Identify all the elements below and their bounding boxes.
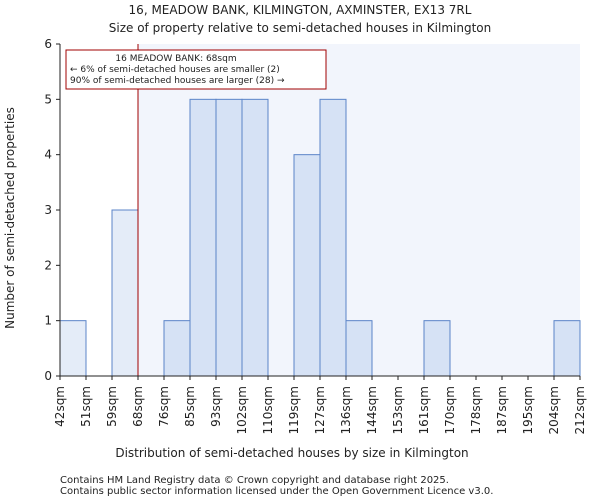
- x-tick-label: 178sqm: [469, 386, 483, 434]
- bar-85sqm: [189, 98, 217, 377]
- x-tick-label: 195sqm: [521, 386, 535, 434]
- x-tick-label: 51sqm: [79, 386, 93, 427]
- bar-127sqm: [319, 98, 347, 377]
- bar-93sqm: [215, 98, 243, 377]
- x-tick-label: 85sqm: [183, 386, 197, 427]
- bar-76sqm: [163, 320, 191, 377]
- bar-59sqm: [111, 209, 139, 377]
- x-tick-label: 212sqm: [573, 386, 587, 434]
- bar-42sqm: [59, 320, 87, 377]
- bar-161sqm: [423, 320, 451, 377]
- x-tick-label: 170sqm: [443, 386, 457, 434]
- chart-subtitle: Size of property relative to semi-detach…: [109, 21, 491, 35]
- x-tick-label: 136sqm: [339, 386, 353, 434]
- x-tick-label: 187sqm: [495, 386, 509, 434]
- x-tick-label: 127sqm: [313, 386, 327, 434]
- y-axis: 0 1 2 3 4 5 6: [44, 37, 60, 383]
- x-tick-label: 59sqm: [105, 386, 119, 427]
- x-tick-label: 102sqm: [235, 386, 249, 434]
- x-axis: 42sqm 51sqm 59sqm 68sqm 76sqm 85sqm 93sqm 102sq…: [53, 376, 587, 434]
- x-tick-label: 76sqm: [157, 386, 171, 427]
- annotation-line-3: 90% of semi-detached houses are larger (…: [70, 76, 285, 86]
- x-tick-label: 93sqm: [209, 386, 223, 427]
- footer-line-2: Contains public sector information licen…: [60, 486, 493, 497]
- x-tick-label: 204sqm: [547, 386, 561, 434]
- y-tick-label: 0: [44, 369, 52, 383]
- x-tick-label: 153sqm: [391, 386, 405, 434]
- annotation-line-2: ← 6% of semi-detached houses are smaller…: [70, 65, 280, 75]
- chart-title: 16, MEADOW BANK, KILMINGTON, AXMINSTER, …: [129, 3, 472, 17]
- x-tick-label: 161sqm: [417, 386, 431, 434]
- annotation-box: 16 MEADOW BANK: 68sqm ← 6% of semi-detac…: [65, 49, 327, 90]
- x-tick-label: 68sqm: [131, 386, 145, 427]
- x-tick-label: 144sqm: [365, 386, 379, 434]
- bar-136sqm: [345, 320, 373, 377]
- y-tick-label: 5: [44, 92, 52, 106]
- y-tick-label: 1: [44, 314, 52, 328]
- y-axis-label: Number of semi-detached properties: [3, 107, 17, 329]
- y-tick-label: 4: [44, 148, 52, 162]
- x-tick-label: 42sqm: [53, 386, 67, 427]
- footer-line-1: Contains HM Land Registry data © Crown c…: [60, 475, 449, 486]
- bar-102sqm: [241, 98, 269, 377]
- y-tick-label: 6: [44, 37, 52, 51]
- x-axis-label: Distribution of semi-detached houses by …: [115, 446, 468, 460]
- x-tick-label: 119sqm: [287, 386, 301, 434]
- y-tick-label: 3: [44, 203, 52, 217]
- y-tick-label: 2: [44, 258, 52, 272]
- bar-119sqm: [293, 154, 321, 377]
- x-tick-label: 110sqm: [261, 386, 275, 434]
- bars-group: [59, 98, 581, 377]
- bar-204sqm: [553, 320, 581, 377]
- annotation-line-1: 16 MEADOW BANK: 68sqm: [115, 54, 236, 64]
